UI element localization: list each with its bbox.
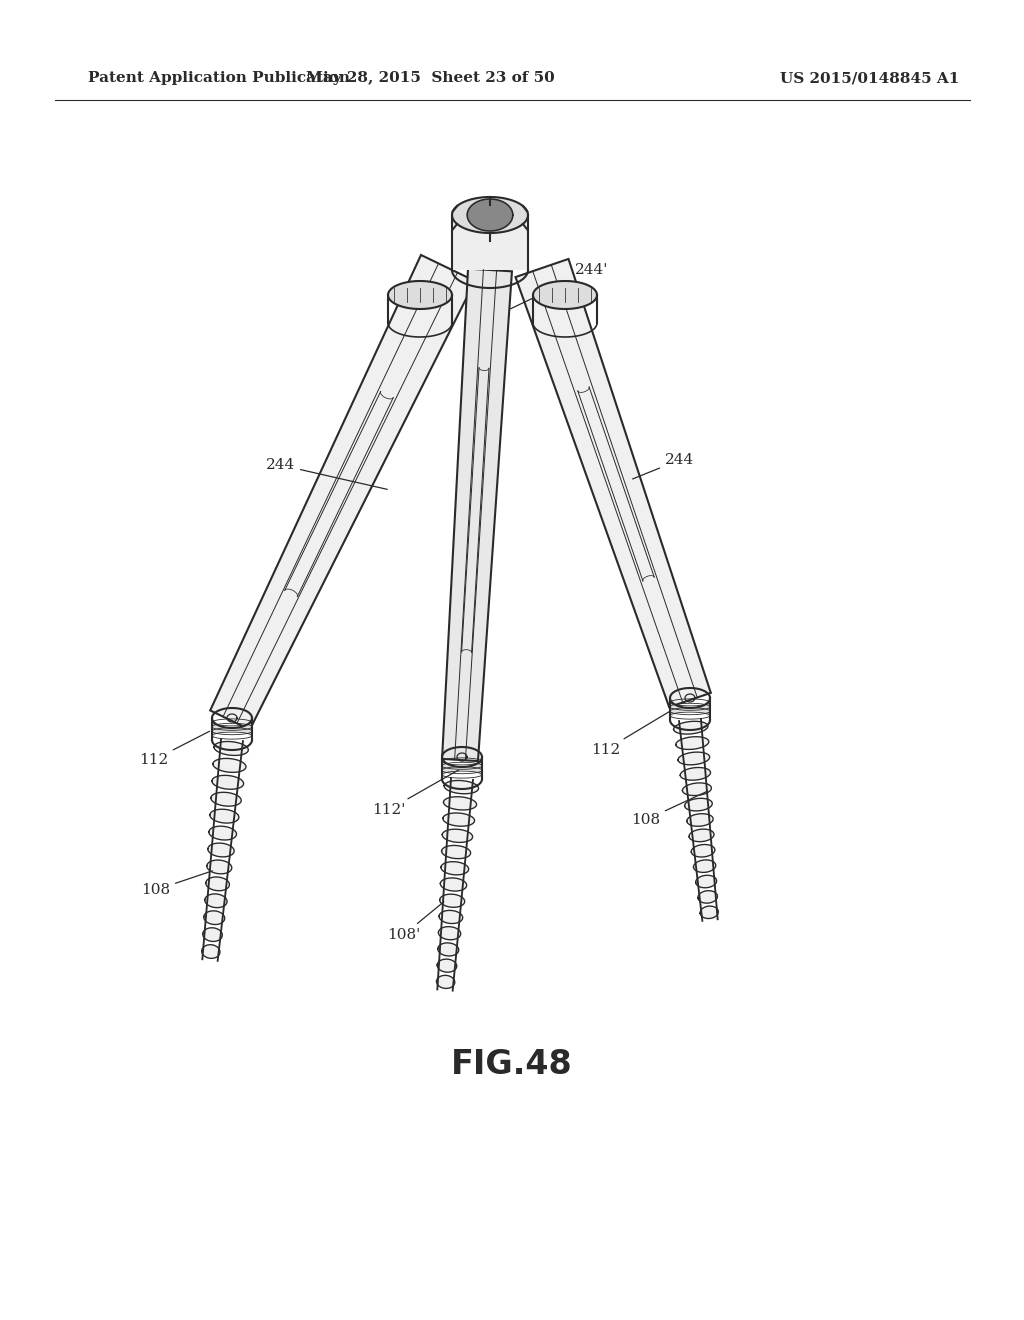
Polygon shape	[209, 826, 237, 840]
Polygon shape	[515, 259, 711, 708]
Polygon shape	[439, 911, 463, 924]
Text: 244': 244'	[511, 263, 608, 309]
Polygon shape	[438, 942, 459, 956]
Polygon shape	[206, 876, 229, 891]
Polygon shape	[208, 843, 234, 857]
Polygon shape	[687, 813, 713, 826]
Polygon shape	[441, 862, 469, 875]
Text: FIG.48: FIG.48	[452, 1048, 572, 1081]
Polygon shape	[693, 859, 716, 873]
Polygon shape	[685, 799, 713, 810]
Polygon shape	[210, 255, 475, 730]
Polygon shape	[210, 809, 239, 824]
Text: 244: 244	[633, 453, 694, 479]
Polygon shape	[213, 759, 246, 772]
Polygon shape	[443, 797, 476, 810]
Polygon shape	[388, 281, 452, 309]
Polygon shape	[437, 960, 457, 972]
Text: 108: 108	[631, 791, 708, 828]
Polygon shape	[442, 269, 512, 762]
Polygon shape	[436, 975, 455, 989]
Polygon shape	[442, 756, 482, 779]
Polygon shape	[205, 894, 227, 908]
Polygon shape	[438, 927, 461, 940]
Polygon shape	[682, 783, 712, 796]
Polygon shape	[670, 698, 710, 719]
Text: 112: 112	[138, 731, 210, 767]
Polygon shape	[202, 945, 220, 958]
Polygon shape	[452, 215, 528, 271]
Polygon shape	[676, 737, 709, 750]
Polygon shape	[680, 767, 711, 780]
Polygon shape	[442, 813, 474, 826]
Text: 112': 112'	[372, 770, 460, 817]
Polygon shape	[534, 281, 597, 309]
Polygon shape	[442, 829, 473, 842]
Polygon shape	[700, 906, 719, 919]
Text: Patent Application Publication: Patent Application Publication	[88, 71, 350, 84]
Polygon shape	[212, 775, 244, 789]
Text: 108': 108'	[387, 902, 443, 942]
Polygon shape	[689, 829, 714, 842]
Polygon shape	[691, 845, 715, 857]
Polygon shape	[207, 861, 231, 874]
Polygon shape	[674, 721, 708, 734]
Polygon shape	[439, 894, 465, 907]
Polygon shape	[698, 891, 718, 903]
Polygon shape	[467, 199, 513, 231]
Text: 108: 108	[141, 871, 212, 898]
Polygon shape	[212, 718, 252, 741]
Polygon shape	[214, 742, 249, 755]
Polygon shape	[440, 878, 467, 891]
Polygon shape	[695, 875, 717, 888]
Polygon shape	[211, 792, 242, 807]
Polygon shape	[441, 845, 471, 858]
Polygon shape	[452, 197, 528, 234]
Polygon shape	[203, 928, 222, 941]
Polygon shape	[444, 780, 478, 793]
Polygon shape	[204, 911, 224, 924]
Text: 244: 244	[266, 458, 387, 490]
Text: May 28, 2015  Sheet 23 of 50: May 28, 2015 Sheet 23 of 50	[305, 71, 554, 84]
Text: US 2015/0148845 A1: US 2015/0148845 A1	[780, 71, 959, 84]
Text: 112: 112	[591, 711, 670, 756]
Polygon shape	[678, 752, 710, 764]
